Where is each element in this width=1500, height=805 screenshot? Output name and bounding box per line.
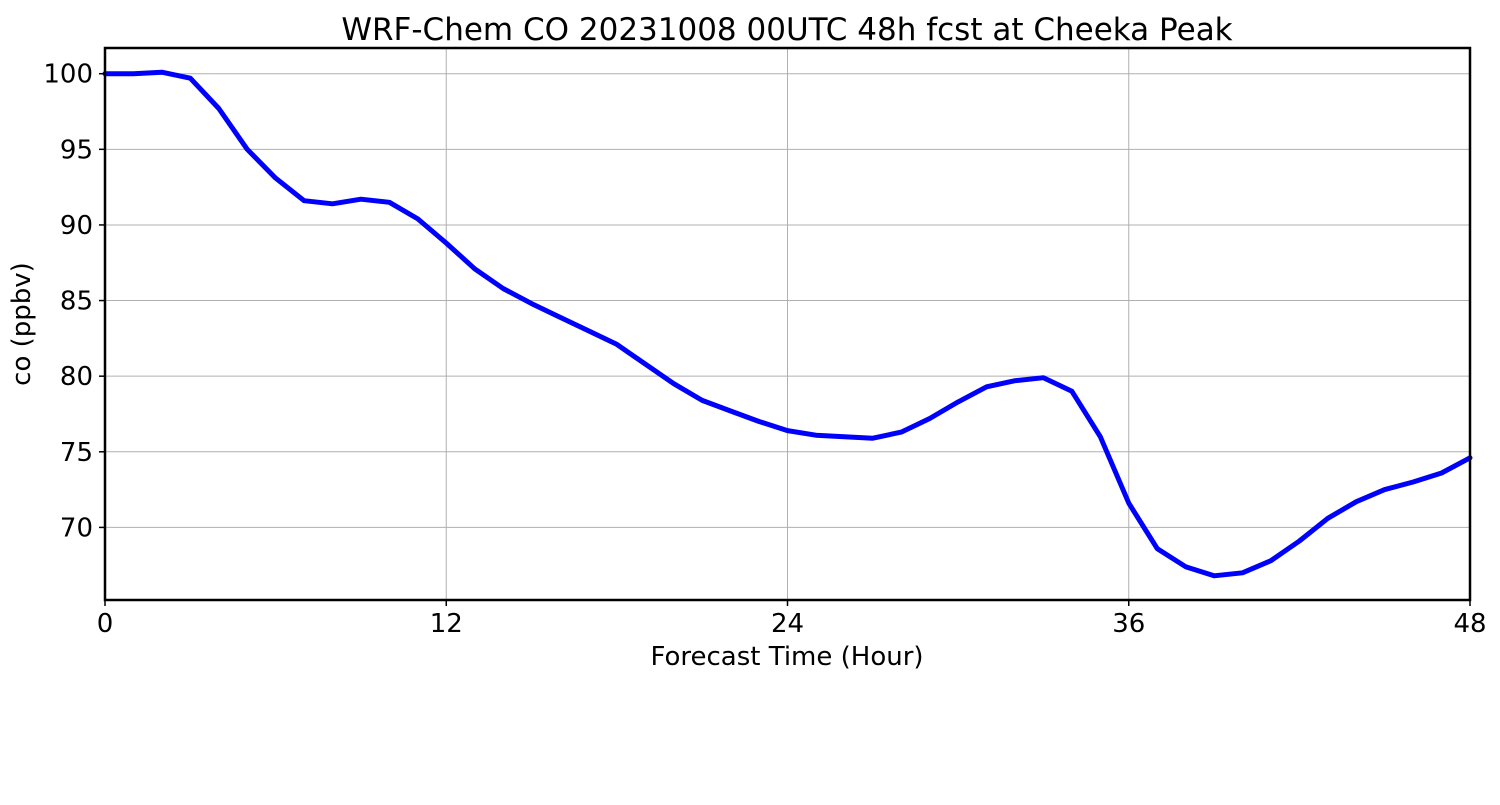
series-layer: [102, 69, 1473, 579]
x-tick-label: 0: [97, 609, 114, 639]
tick-marks: [99, 72, 1471, 606]
x-tick-labels: 0 12 24 36 48: [97, 609, 1487, 639]
y-tick-label: 100: [43, 60, 93, 90]
y-tick-label: 80: [60, 362, 93, 392]
y-tick-label: 90: [60, 211, 93, 241]
x-tick-label: 24: [771, 609, 804, 639]
y-axis-label: co (ppbv): [7, 262, 37, 386]
y-tick-label: 75: [60, 438, 93, 468]
y-tick-label: 95: [60, 135, 93, 165]
x-tick-label: 48: [1453, 609, 1486, 639]
y-tick-label: 85: [60, 287, 93, 317]
chart-title: WRF-Chem CO 20231008 00UTC 48h fcst at C…: [341, 12, 1232, 48]
grid-lines: [104, 48, 1471, 600]
co-series-line: [102, 69, 1473, 579]
x-axis-label: Forecast Time (Hour): [650, 642, 923, 672]
y-tick-label: 70: [60, 513, 93, 543]
x-tick-label: 12: [430, 609, 463, 639]
y-tick-labels: 70 75 80 85 90 95 100: [43, 60, 93, 544]
x-tick-label: 36: [1112, 609, 1145, 639]
